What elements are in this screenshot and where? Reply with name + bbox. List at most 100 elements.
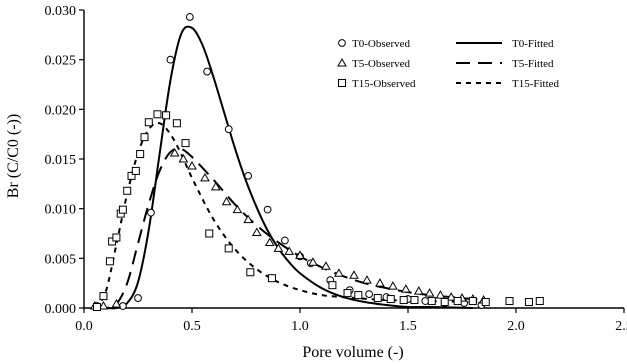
data-point-t5-observed xyxy=(178,153,189,163)
data-point-t0-observed xyxy=(203,67,212,76)
series-line-t5-fitted xyxy=(94,147,484,310)
data-point-t5-observed xyxy=(375,278,385,287)
data-point-t5-observed xyxy=(388,281,398,290)
data-point-t15-observed xyxy=(224,244,233,253)
data-point-t15-observed xyxy=(112,233,121,242)
legend-label: T0-Fitted xyxy=(512,38,554,50)
legend-marker-t5-observed xyxy=(337,57,347,67)
data-point-t0-observed xyxy=(118,302,127,310)
data-point-t0-observed xyxy=(421,297,430,305)
data-point-t15-observed xyxy=(410,296,419,305)
data-point-t15-observed xyxy=(162,111,171,120)
data-point-t0-observed xyxy=(134,294,142,302)
data-point-t15-observed xyxy=(131,166,140,175)
data-point-t5-observed xyxy=(400,284,411,293)
data-point-t15-observed xyxy=(399,296,408,305)
data-point-t5-observed xyxy=(232,204,243,214)
series-layer xyxy=(89,13,544,312)
y-tick-label: 0.005 xyxy=(45,252,77,267)
data-point-t0-observed xyxy=(263,205,272,214)
data-point-t15-observed xyxy=(105,257,114,266)
data-point-t15-observed xyxy=(205,229,214,238)
series-line-t0-fitted xyxy=(94,25,473,310)
data-point-t0-observed xyxy=(147,208,155,217)
data-point-t0-observed xyxy=(166,55,175,64)
data-point-t0-observed xyxy=(185,13,194,21)
data-point-t15-observed xyxy=(468,297,477,306)
data-point-t15-observed xyxy=(144,118,153,127)
data-point-t5-observed xyxy=(98,301,109,310)
data-point-t15-observed xyxy=(92,303,101,312)
data-point-t0-observed xyxy=(224,125,233,134)
x-tick-label: 1.5 xyxy=(399,319,417,334)
data-point-t5-observed xyxy=(273,243,284,252)
y-tick-label: 0.010 xyxy=(45,203,77,218)
data-point-t15-observed xyxy=(505,297,514,306)
x-tick-label: 0.0 xyxy=(75,319,93,334)
data-point-t15-observed xyxy=(481,298,490,307)
data-point-t5-observed xyxy=(362,275,372,284)
data-point-t15-observed xyxy=(123,186,132,195)
x-axis-label: Pore volume (-) xyxy=(302,344,403,361)
x-tick-label: 2.5 xyxy=(615,319,627,334)
x-tick-label: 1.0 xyxy=(291,319,309,334)
data-point-t15-observed xyxy=(127,171,136,180)
data-point-t15-observed xyxy=(440,298,449,307)
data-point-t5-observed xyxy=(413,286,424,295)
data-point-t5-observed xyxy=(264,237,275,246)
data-point-t15-observed xyxy=(343,289,352,298)
data-point-t15-observed xyxy=(140,133,149,142)
y-tick-label: 0.030 xyxy=(45,4,77,19)
data-point-t5-observed xyxy=(284,246,295,255)
data-point-t5-observed xyxy=(349,270,359,279)
data-point-t15-observed xyxy=(524,298,533,307)
data-point-t5-observed xyxy=(169,148,180,157)
legend-label: T15-Observed xyxy=(352,78,416,90)
legend-label: T5-Observed xyxy=(352,58,411,70)
data-point-t15-observed xyxy=(99,292,108,301)
y-tick-label: 0.015 xyxy=(45,153,77,168)
data-point-t5-observed xyxy=(321,261,331,270)
y-tick-label: 0.025 xyxy=(45,54,77,69)
y-tick-label: 0.020 xyxy=(45,103,77,118)
x-tick-label: 0.5 xyxy=(183,319,201,334)
data-point-t15-observed xyxy=(386,295,395,304)
data-point-t15-observed xyxy=(427,297,436,306)
data-point-t15-observed xyxy=(246,268,255,277)
data-point-t5-observed xyxy=(200,172,210,182)
data-point-t15-observed xyxy=(181,139,190,148)
data-point-t0-observed xyxy=(280,236,289,245)
data-point-t15-observed xyxy=(328,281,337,290)
legend-label: T0-Observed xyxy=(352,38,411,50)
data-point-t15-observed xyxy=(172,119,181,128)
y-tick-label: 0.000 xyxy=(45,302,77,317)
x-tick-label: 2.0 xyxy=(507,319,525,334)
data-point-t0-observed xyxy=(365,290,374,298)
data-point-t15-observed xyxy=(354,291,363,300)
data-point-t5-observed xyxy=(210,181,221,191)
data-point-t5-observed xyxy=(446,292,457,301)
legend: T0-Observed T5-Observed T15-Observed T0-Fit… xyxy=(337,38,560,90)
legend-label: T15-Fitted xyxy=(512,78,560,90)
legend-marker-t15-observed xyxy=(338,79,346,87)
plot-area: 0.0 0.5 1.0 1.5 2.0 2.5 0.000 0.005 0.010 0.015 0.… xyxy=(45,4,627,334)
data-point-t15-observed xyxy=(153,110,162,119)
data-point-t5-observed xyxy=(334,268,344,277)
data-point-t5-observed xyxy=(295,250,305,259)
data-point-t5-observed xyxy=(221,196,232,206)
data-point-t15-observed xyxy=(373,294,382,303)
y-axis-label: Br (C/C0 (-)) xyxy=(5,114,22,198)
data-point-t5-observed xyxy=(187,160,197,170)
data-point-t5-observed xyxy=(435,290,446,299)
data-point-t15-observed xyxy=(453,297,462,306)
data-point-t15-observed xyxy=(118,205,127,214)
data-point-t5-observed xyxy=(111,299,122,308)
data-point-t5-observed xyxy=(308,257,318,266)
data-point-t15-observed xyxy=(267,274,276,283)
data-point-t5-observed xyxy=(251,227,262,237)
legend-label: T5-Fitted xyxy=(512,58,554,70)
legend-marker-t0-observed xyxy=(338,39,346,47)
data-point-t5-observed xyxy=(243,214,254,224)
data-point-t0-observed xyxy=(244,171,253,180)
